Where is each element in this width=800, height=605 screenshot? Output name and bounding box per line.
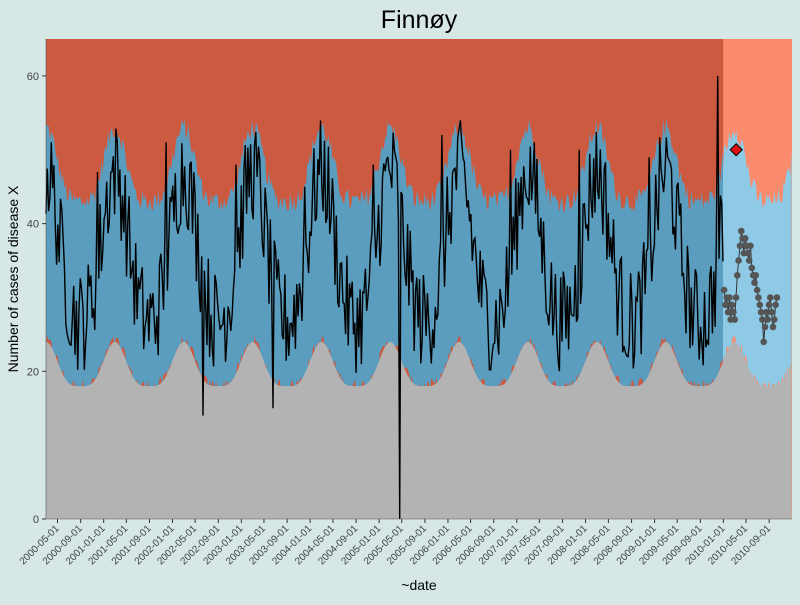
forecast-point bbox=[773, 294, 781, 301]
forecast-point bbox=[734, 272, 741, 279]
forecast-point bbox=[769, 323, 777, 331]
chart-title: Finnøy bbox=[381, 6, 458, 34]
forecast-point bbox=[752, 272, 760, 279]
forecast-point bbox=[755, 294, 762, 301]
forecast-point bbox=[741, 235, 749, 242]
y-tick-label: 0 bbox=[33, 514, 39, 526]
forecast-point bbox=[756, 301, 764, 309]
forecast-point bbox=[772, 301, 779, 309]
expected-band-low-zone bbox=[46, 341, 723, 519]
forecast-point bbox=[731, 316, 738, 323]
forecast-point bbox=[744, 249, 752, 257]
y-axis: 0 20 40 60 bbox=[27, 39, 47, 526]
plot-area bbox=[45, 39, 792, 520]
forecast-expected-band-low-zone bbox=[723, 341, 792, 519]
y-tick-label: 20 bbox=[27, 366, 39, 378]
y-tick-label: 60 bbox=[27, 71, 39, 83]
forecast-point bbox=[759, 316, 766, 323]
forecast-point bbox=[745, 257, 753, 264]
forecast-point bbox=[738, 227, 745, 235]
forecast-point bbox=[767, 294, 774, 301]
forecast-point bbox=[753, 286, 761, 294]
alert-point bbox=[729, 143, 743, 157]
forecast-point bbox=[720, 286, 728, 294]
forecast-point bbox=[760, 338, 767, 346]
forecast-point bbox=[763, 308, 770, 316]
forecast-point bbox=[751, 279, 758, 287]
forecast-point bbox=[732, 294, 740, 301]
forecast-point bbox=[765, 301, 773, 309]
y-axis-label: Number of cases of disease X bbox=[5, 185, 21, 372]
forecast-point bbox=[768, 308, 775, 316]
observed-series-line bbox=[45, 75, 724, 520]
forecast-point bbox=[724, 308, 732, 316]
forecast-point bbox=[728, 301, 736, 309]
forecast-point bbox=[748, 264, 756, 272]
forecast-point bbox=[761, 323, 769, 331]
forecast-point bbox=[757, 308, 765, 316]
forecast-point bbox=[730, 308, 737, 316]
forecast-point bbox=[747, 242, 754, 250]
forecast-point bbox=[726, 294, 733, 301]
forecast-point bbox=[771, 316, 778, 323]
forecast-point bbox=[735, 257, 742, 264]
y-tick-label: 40 bbox=[27, 219, 39, 231]
x-axis: 2000-05-012000-09-012001-01-012001-05-01… bbox=[18, 518, 792, 567]
forecast-point bbox=[736, 242, 744, 250]
x-axis-label: ~date bbox=[401, 577, 437, 593]
forecast-point bbox=[764, 316, 771, 323]
forecast-point bbox=[722, 301, 729, 309]
